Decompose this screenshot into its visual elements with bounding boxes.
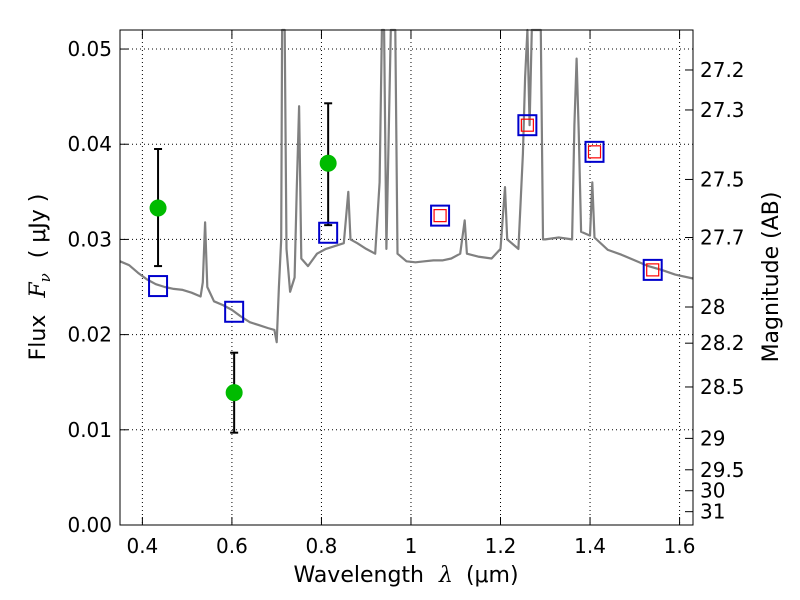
y2-tick-label: 30 (700, 479, 725, 503)
detection-point (319, 154, 337, 172)
x-axis-label-unit: (μm) (466, 563, 519, 588)
model-box-series (148, 114, 663, 323)
model-box (148, 275, 169, 298)
model-box (224, 300, 245, 323)
plot-frame (119, 29, 694, 526)
y2-axis-label: Magnitude (AB) (759, 192, 784, 363)
detection-point (225, 384, 243, 402)
y2-tick-label: 28.2 (700, 331, 745, 355)
x-axis: 0.4 0.6 0.8 1 1.2 1.4 1.6 (126, 30, 695, 558)
observed-box (433, 209, 447, 223)
y2-tick-label: 31 (700, 500, 725, 524)
y2-tick-label: 29 (700, 426, 725, 450)
y2-tick-label: 28.5 (700, 375, 745, 399)
y-tick-label: 0.03 (67, 227, 112, 251)
x-tick-label: 0.6 (216, 534, 248, 558)
x-tick-label: 1.2 (485, 534, 517, 558)
x-axis-label-symbol: λ (438, 563, 453, 588)
grid (120, 30, 693, 526)
x-tick-label: 1.6 (664, 534, 696, 558)
x-axis-label: Wavelength λ (μm) (293, 563, 518, 588)
observed-box (587, 145, 602, 159)
y2-tick-label: 29.5 (700, 458, 745, 482)
y-axis: 0.00 0.01 0.02 0.03 0.04 0.05 (67, 37, 128, 537)
y-tick-label: 0.00 (67, 513, 112, 537)
model-box (517, 114, 538, 137)
y2-tick-label: 28 (700, 295, 725, 319)
y-tick-label: 0.04 (67, 132, 112, 156)
y-axis-label-main: Flux (26, 315, 51, 361)
model-box (642, 258, 663, 281)
y-tick-label: 0.02 (67, 323, 112, 347)
observed-box (646, 263, 660, 277)
observed-box (520, 118, 534, 132)
y-axis-label-subscript: ν (36, 273, 54, 282)
observed-box-series (433, 118, 660, 277)
model-box (318, 221, 339, 244)
y-axis-label-symbol: F (26, 282, 51, 299)
detection-point (149, 199, 167, 217)
spectrum-line (119, 28, 694, 344)
errorbar-series (154, 102, 333, 434)
x-tick-label: 1 (405, 534, 418, 558)
model-box (584, 140, 605, 163)
x-tick-label: 1.4 (574, 534, 606, 558)
spectrum-series (119, 28, 694, 344)
y2-tick-label: 27.3 (700, 98, 745, 122)
y2-tick-label: 27.2 (700, 58, 745, 82)
x-tick-label: 0.8 (306, 534, 338, 558)
x-axis-label-main: Wavelength (293, 563, 424, 588)
y-tick-label: 0.01 (67, 418, 112, 442)
y-axis-label: Flux Fν ( μJy ) (26, 194, 56, 361)
y-tick-label: 0.05 (67, 37, 112, 61)
y2-tick-label: 27.5 (700, 167, 745, 191)
y-axis-label-unit: ( μJy ) (26, 194, 51, 259)
detection-series (149, 154, 337, 402)
y2-tick-label: 27.7 (700, 226, 745, 250)
x-tick-label: 0.4 (126, 534, 158, 558)
model-box (430, 204, 451, 227)
